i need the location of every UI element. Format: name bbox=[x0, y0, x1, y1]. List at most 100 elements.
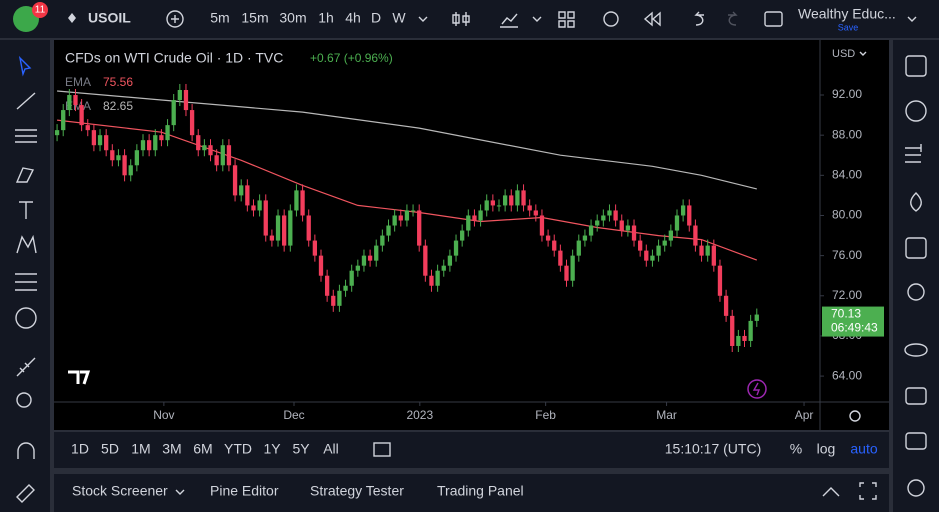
range-button[interactable]: 1M bbox=[131, 441, 150, 457]
percent-toggle[interactable]: % bbox=[790, 441, 802, 457]
range-button[interactable]: 5D bbox=[101, 441, 119, 457]
text-tool[interactable] bbox=[19, 201, 33, 219]
interval[interactable]: 1h bbox=[318, 10, 334, 26]
cursor-tool[interactable] bbox=[18, 55, 32, 77]
candle-body bbox=[680, 205, 686, 216]
x-tick-label: Apr bbox=[795, 408, 814, 422]
candle-body bbox=[349, 270, 354, 286]
interval[interactable]: 15m bbox=[241, 10, 268, 26]
x-tick-label: Dec bbox=[283, 408, 304, 422]
messages[interactable] bbox=[905, 432, 927, 450]
range-button[interactable]: YTD bbox=[224, 441, 252, 457]
zoom-tool[interactable] bbox=[16, 392, 32, 408]
range-bar bbox=[54, 432, 889, 468]
candle-body bbox=[650, 255, 655, 261]
calendar[interactable] bbox=[905, 237, 927, 259]
brush-tool[interactable] bbox=[15, 167, 35, 183]
y-tick-label: 72.00 bbox=[832, 288, 862, 302]
date-range[interactable] bbox=[373, 442, 391, 457]
candle-body bbox=[239, 185, 244, 196]
hotlists[interactable] bbox=[910, 192, 922, 212]
panel-tab[interactable]: Pine Editor bbox=[210, 483, 279, 499]
replay[interactable] bbox=[643, 11, 661, 27]
collapse-panel[interactable] bbox=[822, 487, 840, 497]
panel-tab[interactable]: Stock Screener bbox=[72, 483, 168, 499]
interval-menu[interactable] bbox=[418, 16, 428, 22]
candle-body bbox=[54, 130, 60, 136]
watchlist[interactable] bbox=[905, 55, 927, 77]
y-tick-label: 88.00 bbox=[832, 127, 862, 141]
maximize-panel[interactable] bbox=[859, 482, 877, 500]
data-window[interactable] bbox=[905, 144, 922, 163]
candle-body bbox=[73, 95, 78, 106]
range-button[interactable]: 1Y bbox=[263, 441, 281, 457]
candle-body bbox=[392, 215, 397, 226]
help[interactable] bbox=[907, 479, 925, 497]
currency[interactable]: USD bbox=[832, 48, 855, 60]
redo[interactable] bbox=[728, 11, 738, 26]
currency-menu[interactable] bbox=[859, 51, 867, 56]
interval[interactable]: 4h bbox=[345, 10, 361, 26]
panel-tab[interactable]: Strategy Tester bbox=[310, 483, 404, 499]
candle-body bbox=[337, 290, 342, 306]
fullscreen-frame[interactable] bbox=[764, 11, 783, 27]
measure-tool[interactable] bbox=[16, 357, 36, 377]
settings[interactable] bbox=[849, 410, 861, 422]
candle-body bbox=[153, 135, 158, 151]
save-label[interactable]: Save bbox=[838, 22, 859, 32]
layouts[interactable] bbox=[558, 11, 575, 28]
undo[interactable] bbox=[694, 11, 704, 26]
interval[interactable]: 30m bbox=[279, 10, 306, 26]
magnet-tool[interactable] bbox=[17, 442, 35, 459]
symbol[interactable]: USOIL bbox=[88, 10, 131, 26]
auto-toggle[interactable]: auto bbox=[850, 441, 877, 457]
range-button[interactable]: 6M bbox=[193, 441, 212, 457]
streams[interactable] bbox=[905, 387, 927, 405]
account-menu[interactable] bbox=[907, 16, 917, 22]
candle-body bbox=[220, 145, 225, 166]
interval[interactable]: D bbox=[371, 10, 381, 26]
range-button[interactable]: 1D bbox=[71, 441, 89, 457]
candle-body bbox=[165, 125, 170, 141]
candle-body bbox=[527, 205, 532, 211]
candle-body bbox=[380, 235, 385, 246]
trend-line-tool[interactable] bbox=[16, 92, 36, 110]
candle-body bbox=[196, 135, 201, 151]
indicators[interactable] bbox=[500, 13, 518, 28]
fib-tool[interactable] bbox=[15, 129, 37, 143]
ideas[interactable] bbox=[907, 283, 925, 301]
chats[interactable] bbox=[904, 343, 928, 357]
screener-menu[interactable] bbox=[175, 489, 185, 495]
range-button[interactable]: 5Y bbox=[292, 441, 310, 457]
icon-tool[interactable] bbox=[15, 307, 37, 329]
pattern-tool[interactable] bbox=[16, 234, 37, 254]
candle-body bbox=[570, 255, 575, 281]
chart-type[interactable] bbox=[452, 12, 470, 26]
candle-body bbox=[601, 215, 606, 221]
candle-body bbox=[558, 250, 563, 266]
prediction-tool[interactable] bbox=[15, 273, 37, 291]
alert[interactable] bbox=[603, 11, 619, 27]
x-tick-label: Feb bbox=[535, 408, 556, 422]
candle-body bbox=[644, 250, 649, 261]
panel-tab[interactable]: Trading Panel bbox=[437, 483, 524, 499]
indicators-menu[interactable] bbox=[532, 16, 542, 22]
eraser-tool[interactable] bbox=[16, 484, 35, 503]
candle-body bbox=[202, 145, 207, 151]
add-symbol[interactable] bbox=[166, 10, 184, 28]
range-button[interactable]: All bbox=[323, 441, 339, 457]
candle-body bbox=[361, 255, 367, 266]
interval[interactable]: W bbox=[392, 10, 406, 26]
clock[interactable]: 15:10:17 (UTC) bbox=[665, 441, 761, 457]
events-marker[interactable] bbox=[747, 379, 767, 399]
account-name[interactable]: Wealthy Educ... bbox=[798, 6, 896, 22]
candle-body bbox=[282, 215, 287, 246]
log-toggle[interactable]: log bbox=[817, 441, 836, 457]
candle-body bbox=[687, 205, 692, 226]
range-button[interactable]: 3M bbox=[162, 441, 181, 457]
interval[interactable]: 5m bbox=[210, 10, 229, 26]
candle-body bbox=[79, 105, 84, 126]
candle-body bbox=[171, 100, 176, 126]
alerts[interactable] bbox=[905, 100, 927, 122]
